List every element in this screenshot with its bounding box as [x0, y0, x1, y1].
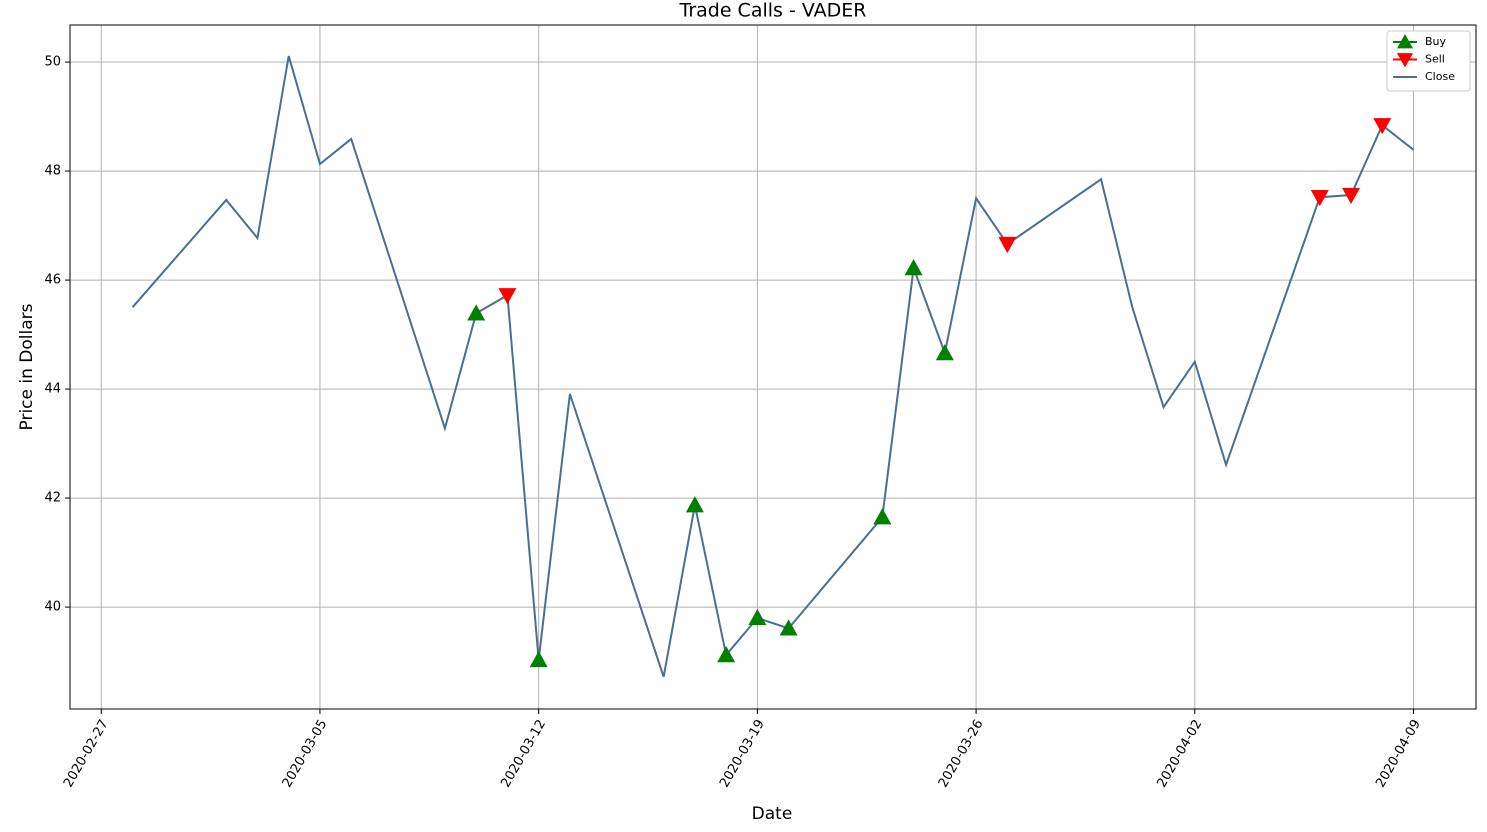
x-tick-label: 2020-04-02: [1155, 717, 1206, 790]
y-tick-label: 42: [44, 491, 61, 506]
legend-label: Close: [1425, 70, 1455, 83]
y-tick-label: 44: [44, 382, 61, 397]
buy-marker: [717, 646, 736, 663]
sell-marker: [1310, 190, 1329, 207]
legend-label: Sell: [1425, 53, 1445, 66]
buy-marker: [873, 508, 892, 525]
buy-marker: [685, 496, 704, 513]
x-tick-label: 2020-03-12: [498, 717, 549, 790]
legend-marker: [1397, 53, 1413, 68]
x-tick-label: 2020-03-05: [280, 717, 331, 790]
sell-marker: [498, 288, 517, 305]
sell-marker: [998, 236, 1017, 254]
x-tick-label: 2020-03-19: [717, 717, 768, 790]
buy-marker: [779, 619, 798, 636]
buy-marker: [467, 304, 486, 321]
x-tick-label: 2020-02-27: [61, 717, 112, 790]
y-tick-label: 40: [44, 600, 61, 615]
plot-frame: [69, 24, 1477, 710]
y-tick-label: 50: [44, 55, 61, 70]
buy-marker: [935, 344, 954, 361]
buy-marker: [529, 650, 548, 668]
close-line: [131, 55, 1415, 678]
x-tick-label: 2020-03-26: [936, 717, 987, 790]
y-axis-label: Price in Dollars: [17, 303, 37, 430]
sell-marker: [1373, 118, 1392, 135]
legend-label: Buy: [1425, 35, 1447, 48]
chart-title: Trade Calls - VADER: [679, 0, 867, 22]
x-tick-label: 2020-04-09: [1373, 717, 1424, 790]
sell-marker: [1342, 187, 1361, 205]
y-tick-label: 48: [44, 164, 61, 179]
buy-marker: [904, 259, 923, 276]
buy-marker: [748, 608, 767, 626]
y-tick-label: 46: [44, 273, 61, 288]
legend-marker: [1397, 34, 1413, 49]
x-axis-label: Date: [752, 804, 793, 824]
